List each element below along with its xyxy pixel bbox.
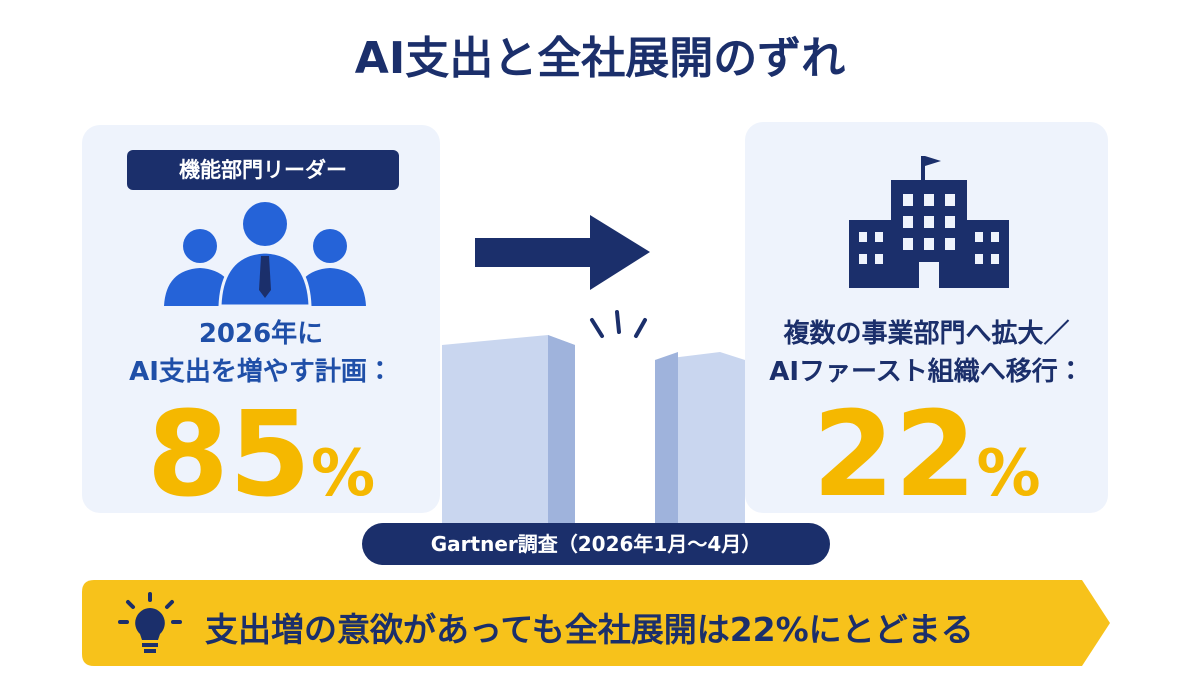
left-badge: 機能部門リーダー	[127, 150, 399, 190]
banner-text: 支出増の意欲があっても全社展開は22%にとどまる	[205, 610, 974, 649]
label-line: 複数の事業部門へ拡大／	[783, 319, 1070, 349]
people-icon	[164, 202, 366, 308]
building-icon	[849, 156, 1009, 288]
value: 85	[146, 385, 312, 523]
arrow	[475, 215, 650, 290]
source-pill: Gartner調査（2026年1月〜4月）	[362, 523, 830, 565]
title: AI支出と全社展開のずれ	[354, 33, 846, 84]
value: 22	[812, 385, 977, 523]
left-value: 85%	[82, 385, 440, 523]
left-label: 2026年に AI支出を増やす計画：	[82, 315, 440, 391]
label-line: AIファースト組織へ移行：	[769, 357, 1084, 387]
right-value: 22%	[745, 385, 1108, 523]
label-line: 2026年に	[198, 319, 324, 349]
unit: %	[311, 437, 376, 511]
right-label: 複数の事業部門へ拡大／ AIファースト組織へ移行：	[745, 315, 1108, 391]
unit: %	[976, 437, 1041, 511]
label-line: AI支出を増やす計画：	[129, 357, 393, 387]
banner-shape	[82, 580, 1110, 666]
